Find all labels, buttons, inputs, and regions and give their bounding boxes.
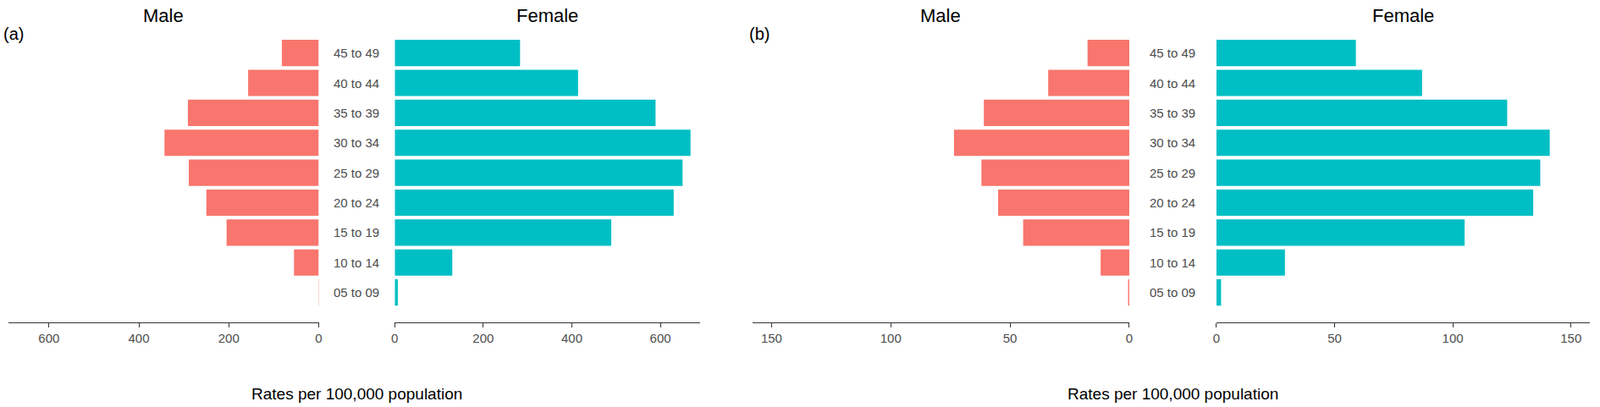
svg-text:200: 200	[218, 331, 240, 346]
svg-text:200: 200	[472, 331, 494, 346]
svg-text:Rates per 100,000 population: Rates per 100,000 population	[251, 385, 463, 403]
svg-text:40 to 44: 40 to 44	[1149, 76, 1196, 91]
svg-text:Male: Male	[143, 5, 184, 27]
svg-text:50: 50	[1327, 331, 1342, 346]
svg-text:0: 0	[391, 331, 398, 346]
svg-text:45 to 49: 45 to 49	[333, 45, 380, 61]
svg-text:0: 0	[1125, 331, 1133, 346]
svg-text:0: 0	[1213, 331, 1220, 346]
svg-text:05 to 09: 05 to 09	[333, 285, 380, 300]
svg-text:20 to 24: 20 to 24	[1149, 195, 1196, 210]
svg-text:15 to 19: 15 to 19	[1149, 225, 1196, 240]
svg-text:Female: Female	[516, 5, 579, 27]
svg-text:40 to 44: 40 to 44	[333, 76, 380, 91]
svg-text:45 to 49: 45 to 49	[1149, 45, 1196, 61]
svg-text:30 to 34: 30 to 34	[1149, 135, 1196, 150]
svg-text:25 to 29: 25 to 29	[1149, 165, 1196, 181]
svg-text:20 to 24: 20 to 24	[333, 195, 380, 210]
svg-text:150: 150	[1560, 331, 1582, 346]
svg-text:100: 100	[1442, 331, 1464, 346]
svg-text:400: 400	[561, 331, 583, 346]
svg-text:05 to 09: 05 to 09	[1149, 285, 1196, 300]
svg-text:15 to 19: 15 to 19	[333, 225, 380, 240]
svg-text:(b): (b)	[749, 24, 770, 44]
svg-text:150: 150	[761, 331, 783, 346]
svg-text:Female: Female	[1372, 5, 1435, 27]
svg-text:Rates per 100,000 population: Rates per 100,000 population	[1067, 385, 1279, 403]
svg-text:100: 100	[880, 331, 902, 346]
svg-text:10 to 14: 10 to 14	[1149, 255, 1196, 271]
svg-text:600: 600	[650, 331, 672, 346]
svg-text:Male: Male	[920, 5, 961, 27]
svg-text:35 to 39: 35 to 39	[333, 105, 380, 121]
svg-text:30 to 34: 30 to 34	[333, 135, 380, 150]
svg-text:400: 400	[128, 331, 150, 346]
svg-text:10 to 14: 10 to 14	[333, 255, 380, 271]
svg-text:0: 0	[314, 331, 322, 346]
svg-text:25 to 29: 25 to 29	[333, 165, 380, 181]
svg-text:(a): (a)	[3, 24, 24, 44]
svg-text:600: 600	[38, 331, 60, 346]
svg-text:35 to 39: 35 to 39	[1149, 105, 1196, 121]
svg-text:50: 50	[1003, 331, 1018, 346]
